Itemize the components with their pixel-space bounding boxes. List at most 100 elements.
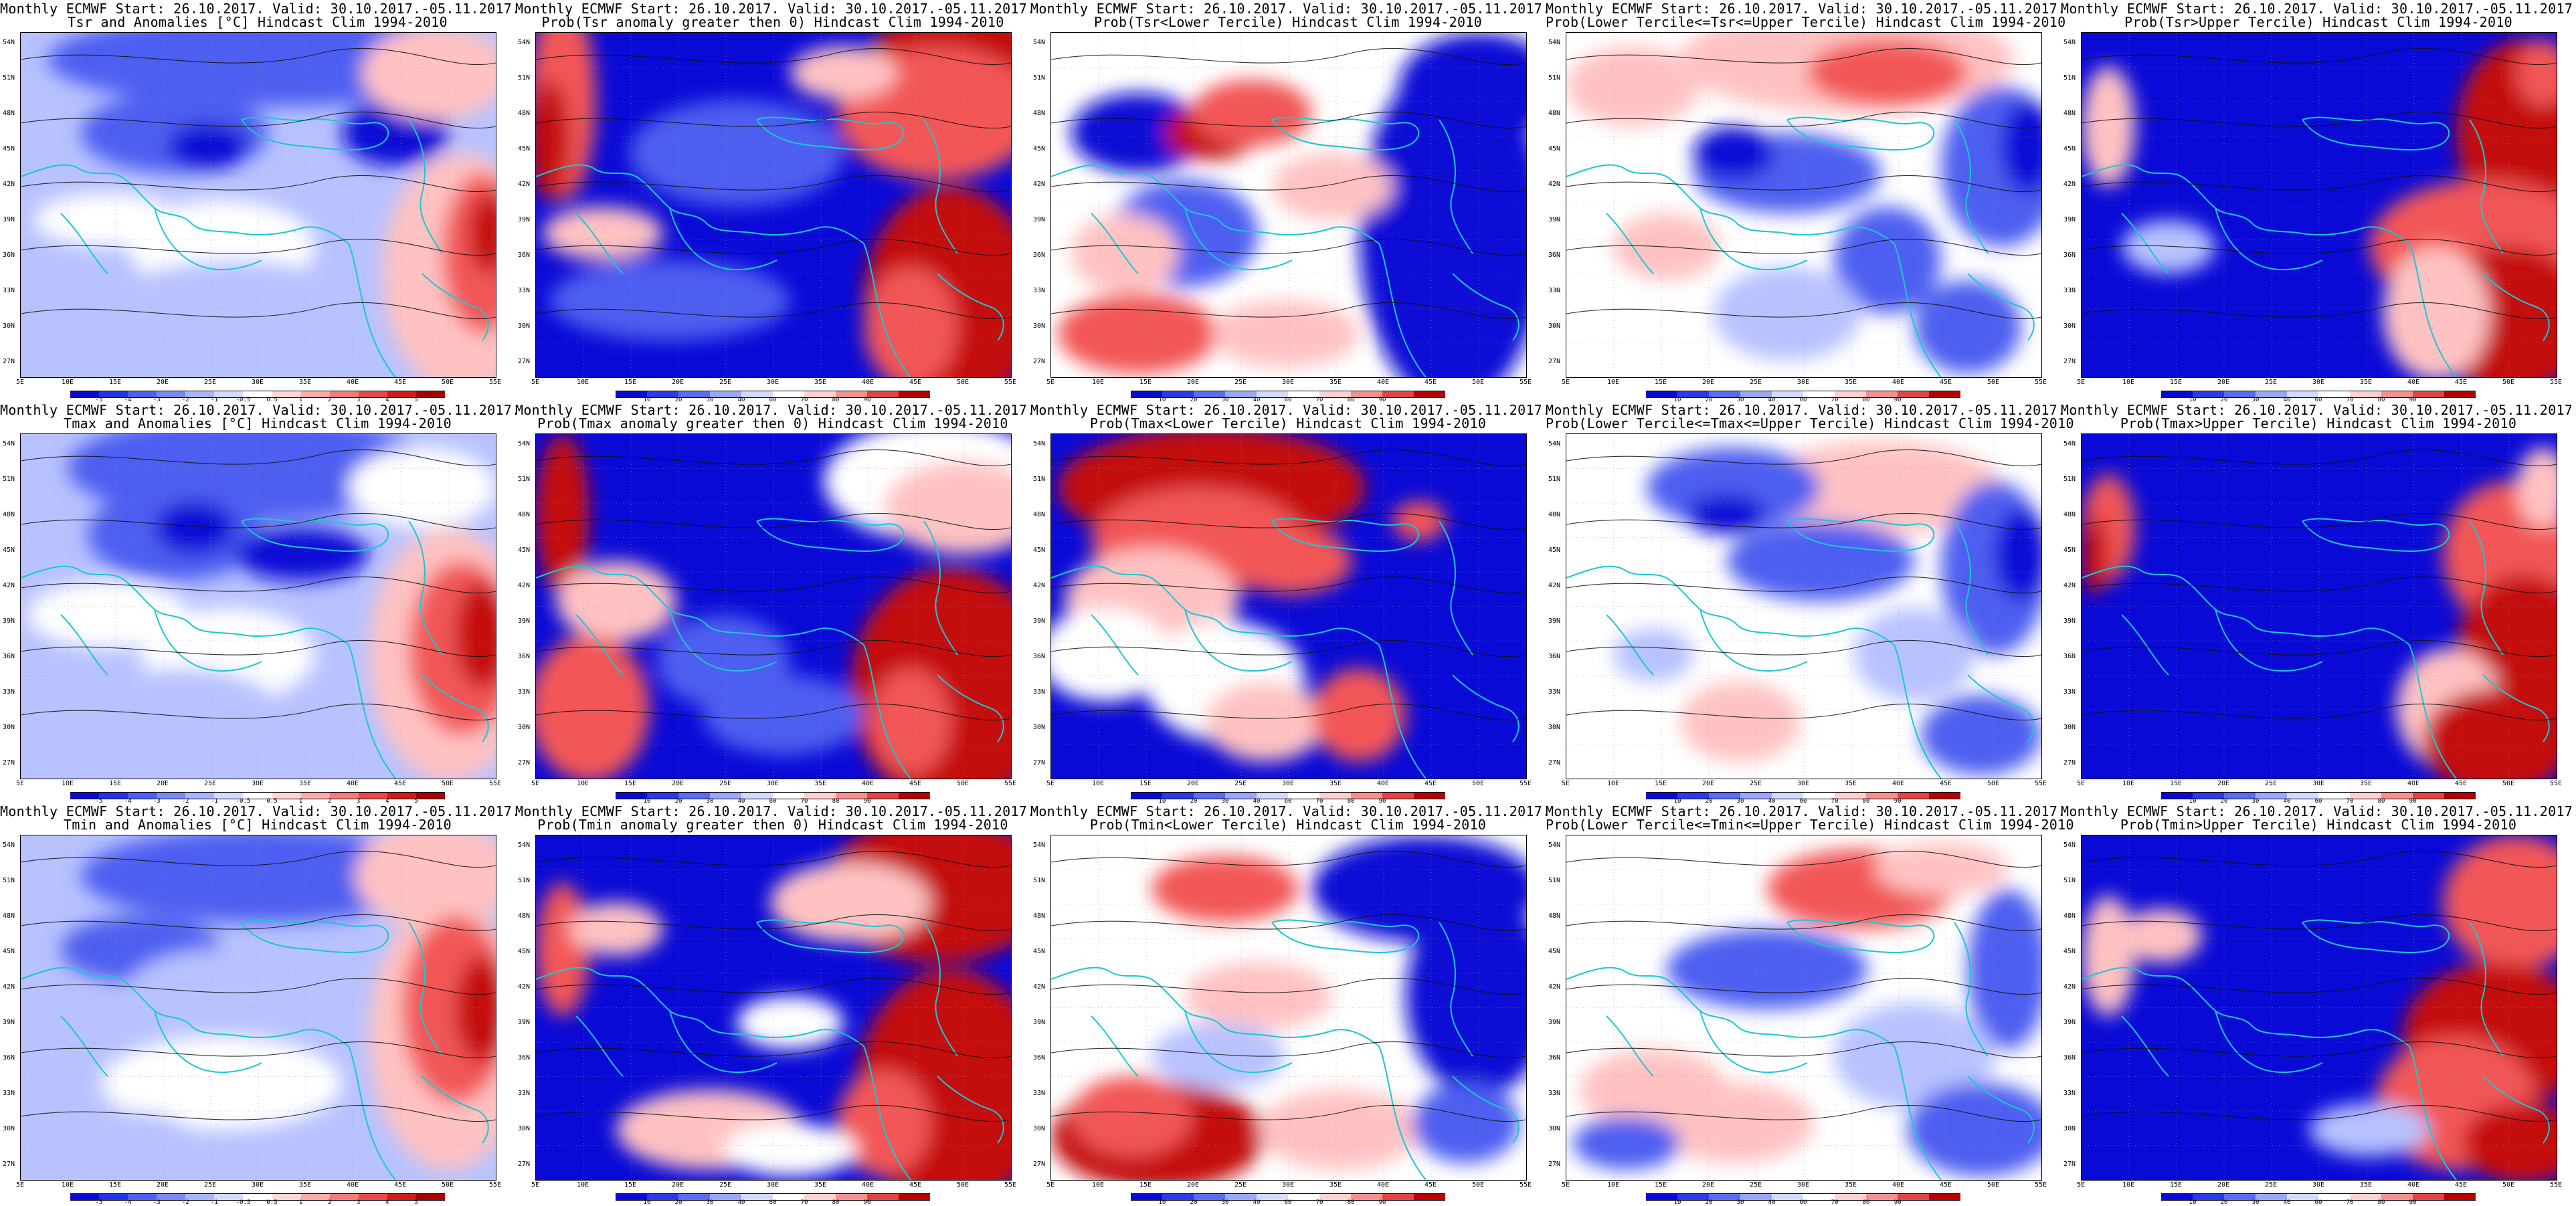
longitude-label: 55E xyxy=(488,780,502,787)
colorbar-tick-label: 20 xyxy=(1190,1199,1198,1206)
colorbar-swatch xyxy=(329,792,359,799)
colorbar-tick-label: 2 xyxy=(327,798,332,805)
colorbar-swatch xyxy=(70,792,100,799)
colorbar-swatch xyxy=(387,1193,416,1201)
longitude-label: 55E xyxy=(2549,379,2563,386)
longitude-label: 55E xyxy=(2034,780,2047,787)
panel-title: Prob(Tsr>Upper Tercile) Hindcast Clim 19… xyxy=(2124,14,2513,30)
latitude-label: 45N xyxy=(1033,948,1046,955)
latitude-label: 45N xyxy=(1033,546,1046,554)
colorbar-swatch xyxy=(1740,792,1772,799)
colorbar-swatch xyxy=(70,391,100,398)
longitude-label: 5E xyxy=(531,780,540,787)
colorbar-swatch xyxy=(1772,792,1803,799)
forecast-panel-tsr-4: Monthly ECMWF Start: 26.10.2017. Valid: … xyxy=(1546,0,2065,403)
latitude-label: 54N xyxy=(2063,841,2076,849)
latitude-label: 54N xyxy=(3,841,15,849)
colorbar-swatch xyxy=(1646,792,1677,799)
latitude-label: 45N xyxy=(2063,546,2076,554)
colorbar-tick-label: 10 xyxy=(643,798,651,805)
longitude-label: 45E xyxy=(909,379,922,386)
colorbar-tick-label: -0.5 xyxy=(236,1199,251,1206)
latitude-label: 45N xyxy=(518,948,531,955)
longitude-label: 40E xyxy=(861,780,875,787)
colorbar-swatch xyxy=(243,1193,272,1201)
colorbar-swatch xyxy=(2350,792,2381,799)
colorbar-swatch xyxy=(243,792,272,799)
latitude-label: 36N xyxy=(1033,1054,1046,1062)
colorbar-swatch xyxy=(2161,391,2193,398)
colorbar-swatch xyxy=(678,792,710,799)
longitude-label: 25E xyxy=(203,780,217,787)
colorbar-tick-label: 70 xyxy=(800,798,808,805)
colorbar-swatch xyxy=(329,391,359,398)
latitude-label: 36N xyxy=(3,653,15,660)
latitude-label: 30N xyxy=(1548,724,1561,731)
colorbar-tick-label: 70 xyxy=(1315,798,1323,805)
panel-header: Monthly ECMWF Start: 26.10.2017. Valid: … xyxy=(0,1,521,17)
colorbar-swatch xyxy=(2381,792,2413,799)
colorbar-swatch xyxy=(2287,792,2318,799)
panel-title: Prob(Tmax<Lower Tercile) Hindcast Clim 1… xyxy=(1089,415,1487,431)
longitude-label: 25E xyxy=(1234,780,1247,787)
map-frame xyxy=(535,433,1012,779)
latitude-label: 39N xyxy=(2063,617,2076,625)
longitude-label: 30E xyxy=(251,1181,264,1189)
colorbar-tick-label: 90 xyxy=(1378,798,1386,805)
colorbar-swatch xyxy=(1382,391,1414,398)
longitude-label: 50E xyxy=(441,1181,454,1189)
longitude-label: 50E xyxy=(441,379,454,386)
latitude-label: 42N xyxy=(518,582,531,589)
longitude-label: 55E xyxy=(1004,379,1017,386)
latitude-label: 36N xyxy=(1548,1054,1561,1062)
longitude-label: 45E xyxy=(909,1181,922,1189)
colorbar-tick-label: -3 xyxy=(153,397,161,403)
latitude-label: 36N xyxy=(1548,653,1561,660)
longitude-label: 50E xyxy=(2502,780,2515,787)
colorbar-tick-label: 60 xyxy=(769,397,777,403)
longitude-label: 30E xyxy=(2312,1181,2325,1189)
longitude-label: 40E xyxy=(1376,379,1390,386)
panel-header: Monthly ECMWF Start: 26.10.2017. Valid: … xyxy=(0,803,521,819)
colorbar-tick-label: -4 xyxy=(124,1199,132,1206)
colorbar-swatch xyxy=(1162,792,1194,799)
longitude-label: 20E xyxy=(156,780,169,787)
colorbar-swatch xyxy=(300,391,330,398)
colorbar-swatch xyxy=(804,1193,836,1201)
colorbar-tick-label: 80 xyxy=(1347,798,1355,805)
colorbar-tick-label: 60 xyxy=(1284,1199,1292,1206)
map-frame xyxy=(20,835,496,1181)
colorbar-swatch xyxy=(2161,1193,2193,1201)
colorbar-swatch xyxy=(2413,792,2444,799)
longitude-label: 30E xyxy=(1797,780,1810,787)
colorbar-swatch xyxy=(1225,391,1257,398)
colorbar-swatch xyxy=(1288,792,1319,799)
latitude-label: 45N xyxy=(2063,145,2076,153)
map-frame xyxy=(1566,835,2042,1181)
latitude-label: 27N xyxy=(2063,759,2076,767)
panel-header: Monthly ECMWF Start: 26.10.2017. Valid: … xyxy=(1030,402,1551,418)
latitude-label: 42N xyxy=(1548,582,1561,589)
longitude-label: 30E xyxy=(1281,1181,1295,1189)
colorbar-tick-label: 20 xyxy=(1705,798,1713,805)
panel-header: Monthly ECMWF Start: 26.10.2017. Valid: … xyxy=(515,803,1036,819)
longitude-label: 30E xyxy=(766,379,779,386)
panel-title: Prob(Tmin anomaly greater then 0) Hindca… xyxy=(537,817,1008,833)
colorbar-swatch xyxy=(1677,391,1709,398)
colorbar-swatch xyxy=(1835,1193,1866,1201)
colorbar-swatch xyxy=(272,792,301,799)
longitude-label: 30E xyxy=(1797,379,1810,386)
colorbar-swatch xyxy=(1803,391,1835,398)
colorbar-tick-label: -5 xyxy=(95,397,103,403)
longitude-label: 5E xyxy=(2076,1181,2086,1189)
colorbar-tick-label: 1 xyxy=(298,397,303,403)
colorbar-tick-label: 10 xyxy=(643,1199,651,1206)
panel-header: Monthly ECMWF Start: 26.10.2017. Valid: … xyxy=(1030,803,1551,819)
longitude-label: 45E xyxy=(1424,780,1437,787)
colorbar-tick-label: 2 xyxy=(327,1199,332,1206)
latitude-label: 30N xyxy=(1033,322,1046,330)
latitude-label: 39N xyxy=(518,216,531,223)
longitude-label: 15E xyxy=(624,379,637,386)
longitude-label: 20E xyxy=(2217,780,2230,787)
latitude-label: 36N xyxy=(1548,252,1561,259)
